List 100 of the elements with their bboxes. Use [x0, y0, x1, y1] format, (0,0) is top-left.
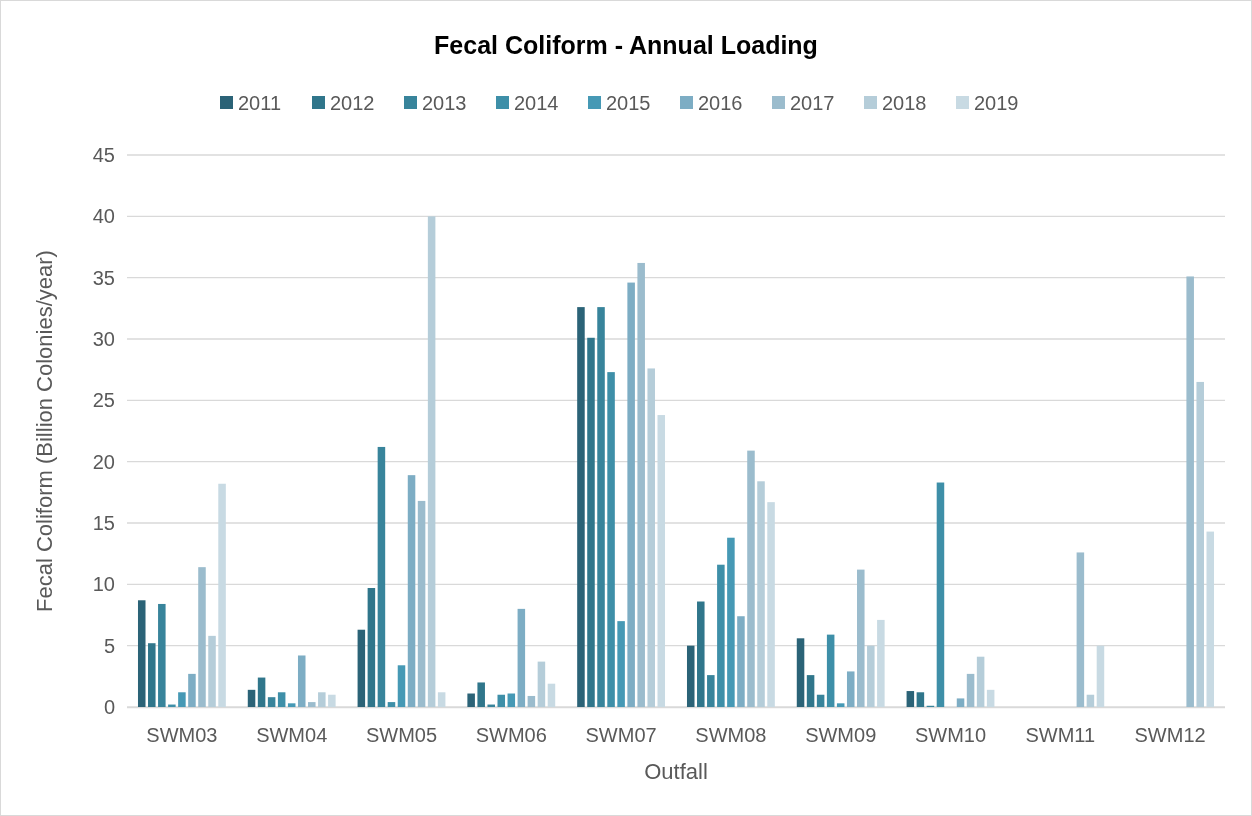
- legend-label: 2011: [238, 92, 282, 114]
- bar: [846, 671, 855, 707]
- bar: [717, 564, 725, 707]
- legend-label: 2013: [422, 92, 467, 114]
- bar: [966, 673, 975, 707]
- x-tick-label: SWM08: [695, 724, 767, 746]
- bar: [527, 695, 536, 707]
- bar: [986, 689, 995, 707]
- bar: [148, 643, 156, 707]
- bar: [387, 702, 396, 707]
- chart-title: Fecal Coliform - Annual Loading: [434, 31, 818, 59]
- bar: [727, 537, 735, 707]
- bar: [1206, 531, 1215, 707]
- bar: [137, 600, 146, 707]
- bar: [826, 634, 835, 707]
- bar: [737, 616, 745, 707]
- legend-label: 2018: [882, 92, 927, 114]
- bar: [806, 675, 815, 707]
- bar: [367, 588, 376, 707]
- bar: [277, 692, 286, 707]
- y-tick-label: 10: [92, 573, 115, 596]
- y-tick-label: 5: [103, 634, 115, 657]
- y-tick-label: 25: [92, 389, 115, 412]
- bar: [1196, 381, 1204, 707]
- y-tick-label: 40: [92, 205, 115, 228]
- bar: [267, 697, 276, 707]
- bar: [397, 665, 406, 707]
- bar: [178, 692, 186, 707]
- bar: [657, 415, 666, 707]
- bar: [517, 608, 526, 707]
- bar: [577, 307, 585, 707]
- bar: [158, 603, 166, 707]
- bar: [198, 567, 206, 707]
- bar: [757, 481, 765, 707]
- bar: [796, 638, 805, 707]
- bar: [417, 500, 426, 707]
- x-tick-label: SWM11: [1025, 724, 1096, 746]
- bar: [1086, 694, 1095, 707]
- bar: [877, 619, 885, 707]
- bar: [497, 694, 506, 707]
- x-tick-label: SWM03: [146, 724, 218, 746]
- bar: [537, 661, 546, 707]
- bar: [477, 682, 485, 707]
- bar: [747, 450, 755, 707]
- bar: [1186, 276, 1194, 707]
- x-tick-label: SWM12: [1134, 724, 1206, 746]
- bar: [318, 692, 326, 707]
- bar: [407, 475, 416, 707]
- bar: [208, 635, 216, 707]
- bar: [377, 446, 386, 707]
- bar: [867, 645, 875, 707]
- y-tick-label: 45: [92, 144, 115, 166]
- bar: [607, 372, 615, 707]
- bar: [287, 703, 296, 707]
- bar: [936, 482, 945, 707]
- x-tick-label: SWM04: [256, 724, 328, 746]
- bar: [617, 621, 625, 707]
- x-tick-label: SWM05: [365, 724, 438, 746]
- bar: [767, 502, 775, 707]
- legend-label: 2015: [606, 92, 651, 114]
- bar: [467, 693, 475, 707]
- bar: [257, 677, 266, 707]
- bar: [328, 694, 336, 707]
- x-tick-label: SWM10: [914, 724, 987, 746]
- bar: [308, 702, 316, 707]
- bar: [906, 691, 915, 707]
- bar: [218, 483, 226, 707]
- bar: [627, 282, 635, 707]
- bar: [297, 655, 306, 707]
- bar: [547, 683, 556, 707]
- y-tick-label: 30: [92, 328, 115, 350]
- legend-label: 2019: [974, 92, 1019, 114]
- bar: [697, 601, 705, 707]
- legend-label: 2017: [790, 92, 835, 114]
- bar: [437, 692, 446, 707]
- bar: [1076, 552, 1085, 707]
- legend-label: 2014: [514, 92, 559, 114]
- y-axis-title: Fecal Coliform (Billion Colonies/year): [32, 250, 57, 612]
- x-tick-label: SWM07: [585, 724, 657, 746]
- y-tick-label: 0: [103, 696, 115, 718]
- bar: [816, 694, 825, 707]
- bar: [647, 368, 655, 707]
- bar: [976, 656, 985, 707]
- x-tick-label: SWM06: [475, 724, 547, 746]
- bar: [707, 675, 715, 707]
- y-tick-label: 35: [92, 266, 115, 289]
- bar: [587, 337, 595, 707]
- x-axis-title: Outfall: [644, 759, 708, 784]
- bar: [836, 703, 845, 707]
- bar: [686, 645, 695, 707]
- bar: [956, 698, 965, 707]
- bar: [597, 307, 605, 707]
- bar: [637, 262, 645, 707]
- bar: [357, 629, 366, 707]
- bar: [1096, 645, 1105, 707]
- bar: [427, 216, 436, 707]
- y-tick-label: 15: [92, 512, 115, 534]
- y-tick-label: 20: [92, 450, 115, 473]
- legend-label: 2016: [698, 92, 743, 114]
- bar: [857, 569, 865, 707]
